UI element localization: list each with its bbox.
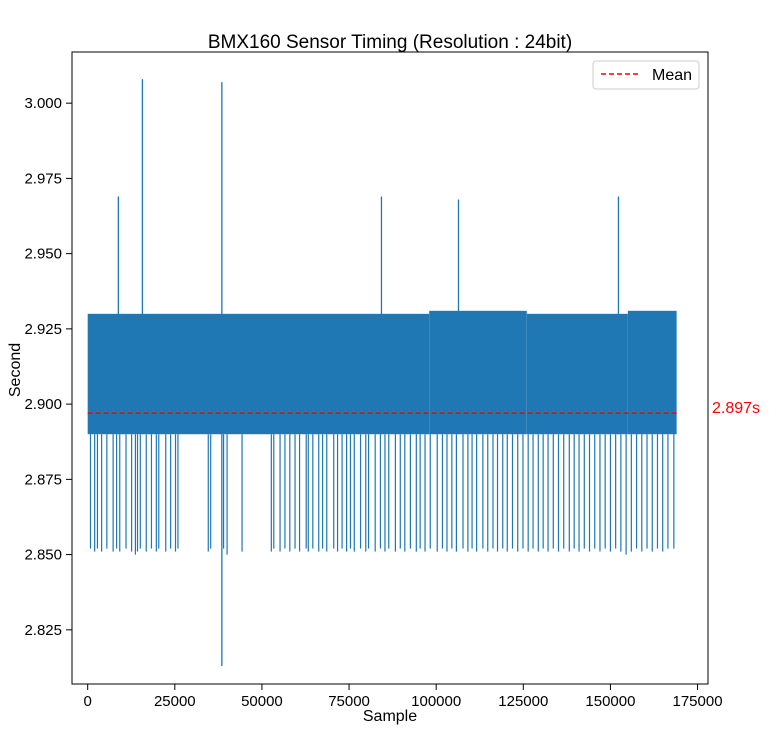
y-axis-label: Second [7, 343, 24, 397]
x-axis: 0 25000 50000 75000 100000 125000 150000 175000 [84, 684, 723, 710]
series-band [526, 313, 628, 435]
mean-annotation: 2.897s [712, 400, 760, 417]
y-tick-label: 2.925 [24, 321, 62, 338]
x-tick-label: 50000 [241, 693, 283, 710]
plot-frame [71, 51, 709, 685]
x-axis-label: Sample [363, 708, 417, 725]
series-band [627, 310, 677, 435]
legend-mean-label: Mean [652, 67, 692, 84]
x-tick-label: 100000 [411, 693, 461, 710]
y-tick-label: 3.000 [24, 95, 62, 112]
legend-box [592, 60, 700, 90]
y-axis: 2.825 2.850 2.875 2.900 2.925 2.950 2.975 3.000 [24, 95, 72, 639]
y-tick-label: 2.875 [24, 471, 62, 488]
y-tick-label: 2.850 [24, 547, 62, 564]
x-tick-label: 0 [84, 693, 92, 710]
y-tick-label: 2.825 [24, 622, 62, 639]
series-band [429, 310, 527, 435]
series-band [87, 313, 430, 435]
x-tick-label: 150000 [585, 693, 635, 710]
chart-title: BMX160 Sensor Timing (Resolution : 24bit… [208, 32, 572, 53]
x-tick-label: 175000 [673, 693, 723, 710]
series-layer [87, 79, 677, 666]
x-tick-label: 25000 [154, 693, 196, 710]
x-tick-label: 75000 [328, 693, 370, 710]
y-tick-label: 2.900 [24, 396, 62, 413]
y-tick-label: 2.950 [24, 246, 62, 263]
y-tick-label: 2.975 [24, 170, 62, 187]
legend: Mean [592, 60, 700, 90]
x-tick-label: 125000 [498, 693, 548, 710]
